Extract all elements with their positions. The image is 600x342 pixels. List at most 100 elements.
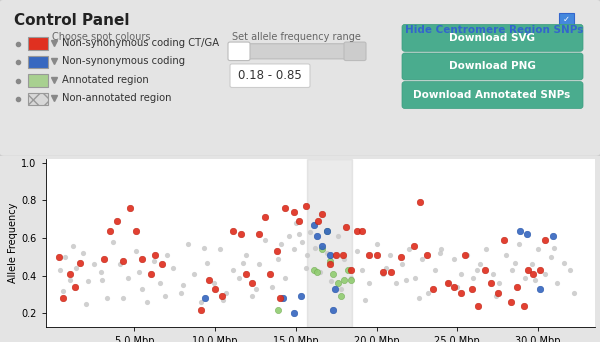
Point [278, 295, 288, 301]
Point [506, 299, 515, 305]
Point [378, 269, 388, 275]
Point [372, 241, 382, 247]
Point [326, 279, 336, 284]
Point [372, 252, 382, 258]
Point [452, 284, 462, 290]
Point [247, 294, 257, 299]
Point [309, 222, 319, 228]
Point [524, 267, 533, 273]
Point [499, 237, 509, 243]
Point [137, 286, 147, 292]
Point [398, 262, 407, 267]
FancyBboxPatch shape [230, 64, 310, 88]
Point [289, 209, 299, 214]
Point [317, 247, 326, 252]
Point [422, 252, 431, 258]
Text: Non-synonymous coding: Non-synonymous coding [62, 56, 185, 66]
Point [238, 260, 247, 265]
Point [493, 290, 503, 295]
Point [514, 241, 524, 247]
Point [155, 280, 165, 286]
FancyBboxPatch shape [230, 44, 364, 59]
Point [211, 286, 220, 292]
Point [272, 249, 281, 254]
Point [364, 280, 373, 286]
Point [357, 267, 367, 273]
FancyBboxPatch shape [344, 42, 366, 61]
Point [361, 298, 370, 303]
Point [247, 280, 257, 286]
Point [553, 280, 562, 286]
Point [60, 254, 70, 260]
Point [520, 275, 530, 280]
Point [346, 275, 356, 280]
Point [298, 239, 307, 245]
Point [378, 271, 388, 277]
Point [241, 271, 251, 277]
Point [71, 265, 81, 271]
Point [134, 269, 144, 275]
Point [396, 254, 406, 260]
Point [469, 275, 478, 280]
Point [289, 311, 299, 316]
Point [202, 260, 212, 265]
Point [382, 265, 391, 271]
Point [546, 254, 556, 260]
Point [118, 258, 128, 263]
Point [75, 260, 85, 265]
Point [109, 239, 118, 245]
Point [228, 267, 238, 273]
Point [70, 284, 79, 290]
FancyBboxPatch shape [28, 93, 48, 105]
Point [328, 307, 338, 312]
Point [196, 299, 205, 305]
Text: Annotated region: Annotated region [62, 75, 149, 85]
Point [302, 252, 312, 258]
Point [169, 265, 178, 271]
Point [494, 280, 504, 286]
Point [305, 230, 315, 235]
Point [331, 252, 341, 258]
Point [284, 234, 294, 239]
Point [472, 267, 482, 273]
Text: Download PNG: Download PNG [449, 62, 535, 71]
Point [527, 262, 536, 267]
Point [559, 260, 569, 265]
Point [99, 256, 109, 262]
Point [340, 277, 349, 282]
Point [151, 252, 160, 258]
Point [280, 205, 289, 211]
FancyBboxPatch shape [28, 74, 48, 87]
Point [125, 205, 134, 211]
Point [443, 280, 452, 286]
Point [199, 245, 209, 250]
Point [217, 294, 226, 299]
Point [274, 307, 283, 312]
Point [449, 284, 459, 290]
Text: Choose spot colours: Choose spot colours [52, 32, 151, 42]
Point [386, 269, 396, 275]
Point [443, 280, 452, 286]
Point [467, 286, 476, 292]
Point [352, 249, 362, 254]
Point [228, 228, 238, 233]
Point [200, 295, 210, 301]
Point [456, 271, 466, 277]
Point [65, 277, 74, 282]
Point [456, 290, 466, 295]
Point [417, 256, 427, 262]
Point [473, 303, 483, 308]
Point [118, 295, 128, 301]
Point [54, 254, 64, 260]
FancyBboxPatch shape [559, 13, 574, 26]
Point [409, 243, 419, 248]
Point [330, 286, 340, 292]
Point [404, 247, 414, 252]
Point [137, 256, 147, 262]
Point [333, 234, 343, 239]
Point [480, 267, 490, 273]
Point [309, 267, 319, 273]
Point [488, 271, 497, 277]
Y-axis label: Allele Frequency: Allele Frequency [8, 202, 19, 283]
Point [277, 241, 286, 247]
